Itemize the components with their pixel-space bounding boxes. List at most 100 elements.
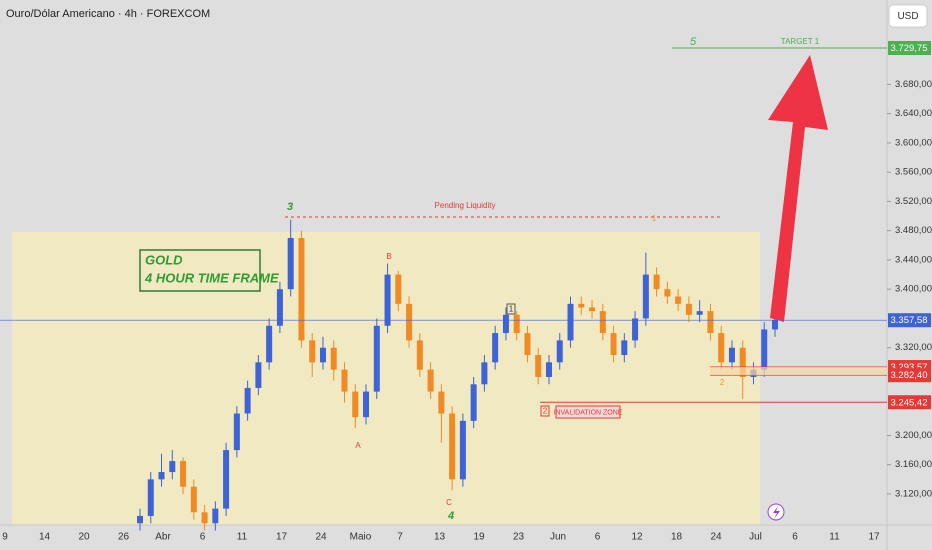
candle-body bbox=[266, 325, 273, 363]
candle-body bbox=[578, 303, 585, 308]
candle-body bbox=[212, 508, 219, 524]
y-tick-label: 3.440,00 bbox=[895, 254, 932, 265]
level-label: 3.729,75 bbox=[891, 43, 928, 54]
x-tick-label: 6 bbox=[595, 532, 601, 543]
candle-body bbox=[147, 479, 154, 516]
x-tick-label: 24 bbox=[710, 532, 722, 543]
y-tick-label: 3.400,00 bbox=[895, 284, 932, 295]
candle-body bbox=[352, 391, 359, 418]
x-tick-label: 12 bbox=[631, 532, 643, 543]
level-tag bbox=[888, 368, 931, 383]
y-tick-label: 3.680,00 bbox=[895, 79, 932, 90]
candle-body bbox=[642, 274, 649, 319]
x-tick-label: 23 bbox=[513, 532, 525, 543]
candle-body bbox=[309, 340, 316, 363]
candle-body bbox=[707, 311, 714, 334]
candle-body bbox=[406, 303, 413, 341]
chart-title: Ouro/Dólar Americano · 4h · FOREXCOM bbox=[6, 8, 210, 20]
x-tick-label: 20 bbox=[78, 532, 90, 543]
candle-body bbox=[470, 384, 477, 421]
invalidation-box bbox=[555, 405, 621, 419]
candle-body bbox=[255, 362, 262, 388]
candle-body bbox=[416, 340, 423, 370]
x-tick-label: 26 bbox=[118, 532, 130, 543]
x-tick-label: 11 bbox=[237, 532, 248, 543]
event-icon-bolt bbox=[773, 506, 780, 519]
candle-body bbox=[384, 274, 391, 326]
candle-body bbox=[169, 461, 176, 473]
gold-label: GOLD bbox=[145, 252, 183, 267]
wave-label: 3 bbox=[287, 201, 293, 213]
y-tick-label: 3.480,00 bbox=[895, 225, 932, 236]
candle-body bbox=[621, 340, 628, 356]
candle-body bbox=[545, 362, 552, 377]
candle-body bbox=[502, 314, 509, 334]
candle-body bbox=[653, 274, 660, 290]
candle-body bbox=[696, 311, 703, 315]
pending-label: Pending Liquidity bbox=[435, 201, 496, 210]
candle-body bbox=[180, 461, 187, 487]
target-label: TARGET 1 bbox=[781, 37, 820, 46]
currency-button[interactable] bbox=[888, 4, 928, 28]
wave-label: 2 bbox=[720, 378, 725, 387]
candle-body bbox=[330, 347, 337, 370]
x-tick-label: 7 bbox=[397, 532, 403, 543]
x-tick-label: 24 bbox=[315, 532, 327, 543]
candle-body bbox=[632, 318, 639, 341]
y-tick-label: 3.520,00 bbox=[895, 196, 932, 207]
x-tick-label: 13 bbox=[434, 532, 446, 543]
wave-label: 4 bbox=[447, 510, 454, 522]
x-tick-label: 9 bbox=[2, 532, 8, 543]
x-tick-label: 17 bbox=[276, 532, 288, 543]
candle-body bbox=[567, 303, 574, 341]
x-tick-label: Jul bbox=[749, 532, 762, 543]
level-band bbox=[710, 367, 887, 376]
candle-body bbox=[201, 512, 208, 524]
candle-body bbox=[513, 314, 520, 334]
x-tick-label: 19 bbox=[473, 532, 485, 543]
wave-label: 5 bbox=[690, 36, 697, 48]
candle-body bbox=[459, 420, 466, 480]
y-tick-label: 3.200,00 bbox=[895, 430, 932, 441]
y-tick-label: 3.160,00 bbox=[895, 459, 932, 470]
wave-box bbox=[540, 405, 550, 417]
candle-body bbox=[685, 303, 692, 315]
y-tick-label: 3.600,00 bbox=[895, 137, 932, 148]
candle-body bbox=[481, 362, 488, 385]
x-tick-label: 14 bbox=[39, 532, 51, 543]
level-tag bbox=[888, 41, 931, 56]
candle-body bbox=[761, 329, 768, 370]
currency-label[interactable]: USD bbox=[897, 11, 918, 22]
wave-label: 1 bbox=[652, 214, 657, 223]
target-arrow bbox=[768, 55, 828, 322]
candle-body bbox=[438, 391, 445, 414]
candle-body bbox=[158, 472, 165, 480]
timeframe-label: 4 HOUR TIME FRAME bbox=[144, 270, 279, 285]
candle-body bbox=[244, 387, 251, 414]
candle-body bbox=[319, 347, 326, 363]
x-tick-label: 17 bbox=[868, 532, 880, 543]
candle-body bbox=[363, 391, 370, 418]
candle-body bbox=[728, 347, 735, 363]
candle-body bbox=[137, 515, 143, 524]
candle-body bbox=[298, 237, 305, 341]
x-tick-label: 6 bbox=[792, 532, 798, 543]
wave-label: C bbox=[446, 498, 452, 507]
candle-body bbox=[772, 319, 778, 330]
level-tag bbox=[888, 395, 931, 410]
x-tick-label: Maio bbox=[350, 532, 372, 543]
y-tick-label: 3.560,00 bbox=[895, 167, 932, 178]
candle-body bbox=[223, 450, 230, 509]
candle-body bbox=[449, 413, 456, 480]
x-tick-label: 18 bbox=[671, 532, 683, 543]
candle-body bbox=[535, 355, 542, 377]
level-label: 3.245,42 bbox=[891, 397, 928, 408]
candle-body bbox=[233, 413, 240, 451]
label-box bbox=[139, 249, 261, 292]
plot bbox=[137, 83, 891, 531]
candle-body bbox=[373, 325, 380, 392]
y-tick-label: 3.640,00 bbox=[895, 108, 932, 119]
wave-label: 1 bbox=[509, 305, 514, 314]
candle-body bbox=[675, 296, 682, 304]
